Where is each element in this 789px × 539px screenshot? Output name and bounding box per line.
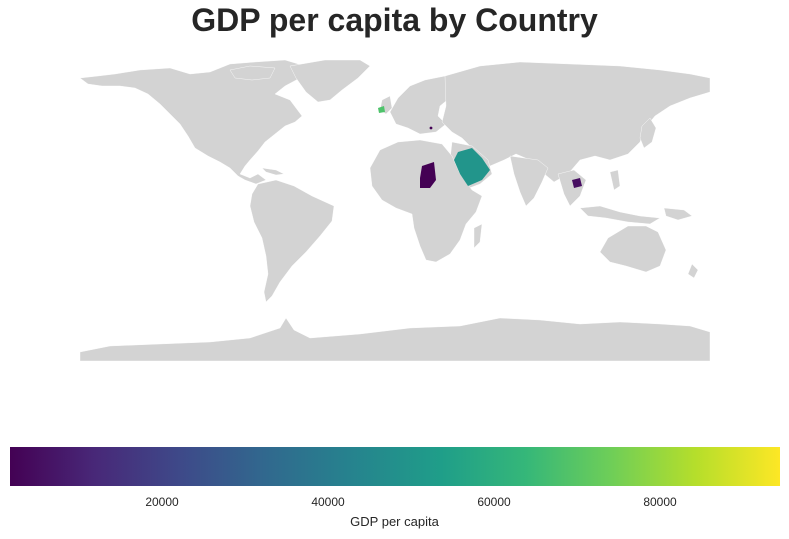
landmass-greenland bbox=[289, 59, 371, 103]
landmass-new-guinea bbox=[663, 207, 693, 221]
landmass-africa bbox=[369, 139, 483, 263]
chart-title: GDP per capita by Country bbox=[191, 2, 598, 38]
landmass-south-america bbox=[249, 179, 335, 303]
landmass-madagascar bbox=[473, 223, 483, 249]
landmass-europe bbox=[389, 75, 459, 135]
country-montenegro bbox=[429, 126, 433, 130]
country-ireland bbox=[378, 106, 385, 113]
landmass-new-zealand bbox=[687, 263, 699, 279]
colorbar-tick: 40000 bbox=[311, 495, 345, 509]
landmass-antarctica bbox=[80, 317, 710, 361]
colorbar-label: GDP per capita bbox=[350, 514, 439, 529]
world-map bbox=[80, 59, 710, 361]
colorbar bbox=[10, 447, 780, 486]
colorbar-tick: 20000 bbox=[145, 495, 179, 509]
landmass-india bbox=[509, 155, 549, 207]
landmass-caribbean bbox=[261, 167, 285, 176]
landmass-philippines bbox=[609, 169, 621, 191]
landmass-southeast-asia bbox=[557, 169, 587, 207]
colorbar-tick: 80000 bbox=[643, 495, 677, 509]
landmass-japan bbox=[639, 117, 657, 149]
landmass-arctic-islands bbox=[229, 65, 276, 81]
country-cambodia bbox=[572, 178, 582, 188]
country-chad bbox=[420, 162, 436, 188]
landmass-north-america bbox=[80, 59, 306, 185]
country-saudi-arabia bbox=[454, 148, 490, 186]
landmass-australia bbox=[599, 225, 667, 273]
landmass-indonesia bbox=[579, 205, 661, 225]
colorbar-tick: 60000 bbox=[477, 495, 511, 509]
